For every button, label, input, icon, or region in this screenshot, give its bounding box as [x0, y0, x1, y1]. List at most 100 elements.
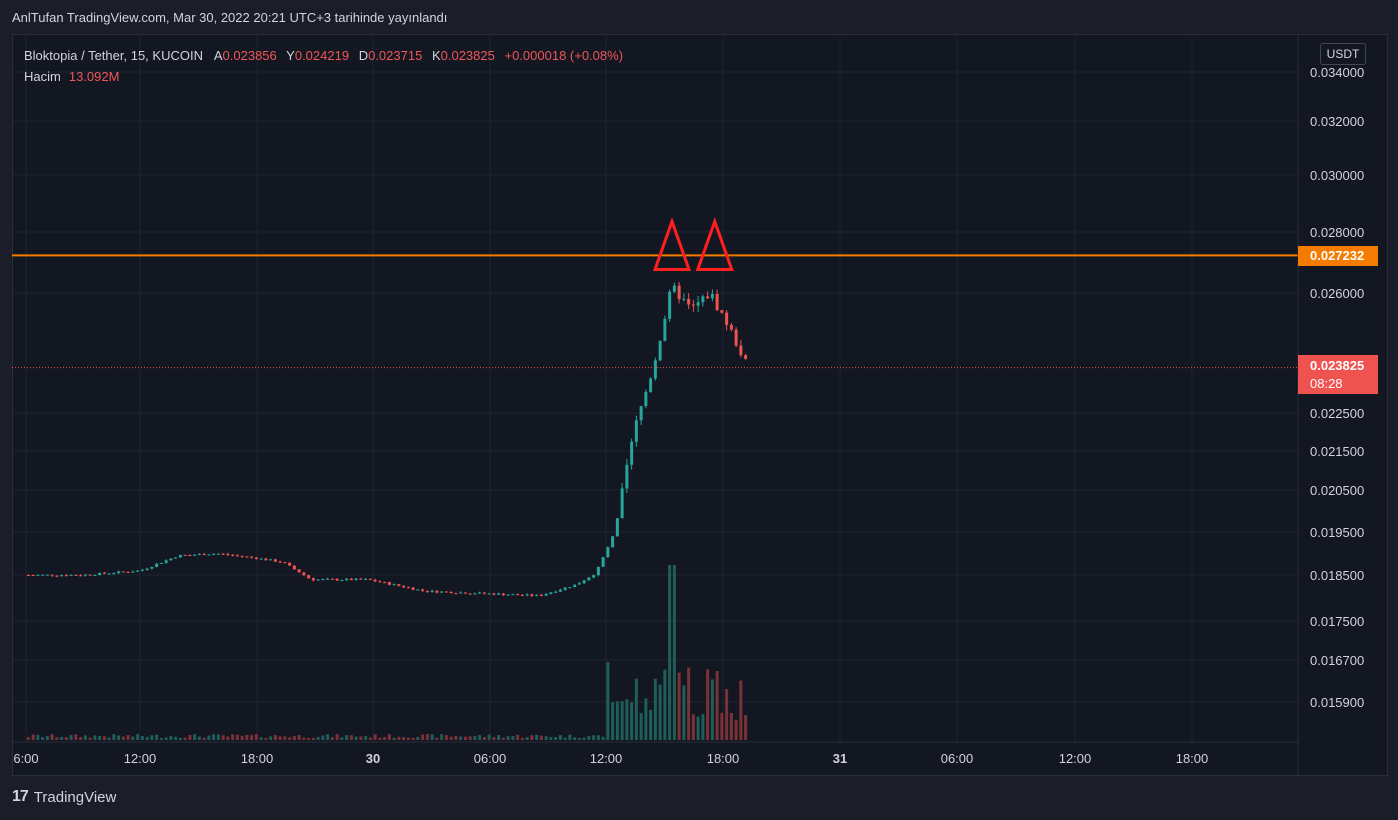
symbol-label[interactable]: Bloktopia / Tether, 15, KUCOIN	[24, 48, 203, 63]
candle-body	[511, 594, 515, 596]
volume-bar	[69, 734, 73, 740]
candle-body	[639, 406, 643, 421]
x-tick-label: 06:00	[474, 751, 507, 766]
candle-body	[706, 296, 710, 299]
candle-body	[131, 571, 135, 573]
volume-value: 13.092M	[68, 69, 120, 84]
volume-bar	[155, 734, 159, 740]
candle-body	[544, 593, 548, 596]
volume-bar	[402, 737, 406, 740]
tv-logo-icon: 17	[12, 788, 29, 805]
volume-bar	[288, 737, 292, 740]
candle-body	[625, 464, 629, 489]
candle-body	[739, 345, 743, 356]
volume-bar	[520, 737, 524, 740]
candle-body	[672, 285, 676, 292]
volume-bar	[663, 669, 667, 740]
candle-body	[330, 578, 334, 580]
candle-body	[112, 573, 116, 575]
x-tick-label: 30	[366, 751, 380, 766]
candle-body	[316, 579, 320, 581]
volume-bar	[131, 736, 135, 740]
volume-bar	[74, 734, 78, 740]
triangle-marker	[652, 216, 692, 271]
volume-bar	[535, 734, 539, 740]
candle-body	[31, 575, 35, 577]
y-axis-ticks: 0.034000 0.032000 0.030000 0.028000 0.026000…	[1310, 65, 1364, 710]
candle-body	[454, 593, 458, 595]
volume-bar	[430, 734, 434, 740]
candle-body	[378, 581, 382, 583]
volume-bar	[644, 698, 648, 740]
volume-bar	[492, 737, 496, 740]
change-value: +0.000018 (+0.08%)	[504, 48, 624, 63]
tradingview-logo[interactable]: 17 TradingView	[12, 788, 117, 806]
candle-body	[178, 554, 182, 558]
candle-body	[487, 593, 491, 595]
volume-bar	[554, 737, 558, 740]
candle-body	[250, 556, 254, 558]
volume-bar	[653, 678, 657, 740]
candle-body	[354, 578, 358, 581]
volume-bar	[368, 737, 372, 740]
candle-body	[620, 488, 624, 519]
candle-body	[335, 578, 339, 581]
volume-bar	[121, 736, 125, 740]
volume-bar	[112, 734, 116, 740]
candle-body	[497, 593, 501, 595]
candle-body	[26, 575, 30, 576]
volume-bar	[682, 685, 686, 740]
candle-body	[207, 554, 211, 556]
volume-bar	[421, 734, 425, 740]
candle-body	[226, 553, 230, 555]
volume-bar	[459, 736, 463, 740]
volume-bar	[216, 734, 220, 740]
volume-bar	[197, 736, 201, 740]
candle-body	[93, 575, 97, 577]
candle-body	[449, 591, 453, 594]
currency-button[interactable]: USDT	[1320, 43, 1366, 65]
volume-bar	[639, 713, 643, 740]
volume-bar	[573, 737, 577, 740]
candle-body	[283, 562, 287, 564]
candle-body	[368, 578, 372, 580]
volume-bar	[98, 736, 102, 740]
candle-body	[492, 593, 496, 595]
candle-body	[254, 557, 258, 560]
candle-body	[592, 575, 596, 578]
chart-pane[interactable]	[12, 34, 1388, 776]
candle-body	[397, 584, 401, 586]
volume-bar	[696, 716, 700, 740]
volume-bar	[725, 689, 729, 740]
candle-body	[558, 589, 562, 592]
volume-bar	[473, 735, 477, 740]
candle-body	[117, 571, 121, 574]
volume-bar	[411, 737, 415, 740]
candle-body	[102, 572, 106, 574]
candle-body	[468, 593, 472, 595]
volume-bar	[174, 736, 178, 740]
x-axis-ticks: 6:00 12:00 18:00 30 06:00 12:00 18:00 31 06:00 12…	[13, 751, 1208, 766]
candle-body	[482, 592, 486, 594]
volume-bar	[264, 737, 268, 740]
candle-body	[663, 318, 667, 341]
candle-body	[36, 574, 40, 576]
close-value: 0.023825	[440, 48, 495, 63]
candle-body	[373, 579, 377, 582]
x-tick-label: 06:00	[941, 751, 974, 766]
volume-bar	[406, 737, 410, 740]
candle-body	[387, 582, 391, 585]
volume-bar	[221, 735, 225, 740]
candle-body	[677, 285, 681, 300]
volume-bar	[41, 737, 45, 740]
volume-bar	[416, 736, 420, 740]
candle-body	[744, 355, 748, 359]
grid-lines	[12, 34, 1298, 742]
volume-bar	[720, 712, 724, 740]
candle-body	[197, 553, 201, 555]
volume-bar	[620, 701, 624, 740]
volume-bar	[668, 565, 672, 740]
volume-bar	[55, 737, 59, 740]
volume-bar	[539, 735, 543, 740]
